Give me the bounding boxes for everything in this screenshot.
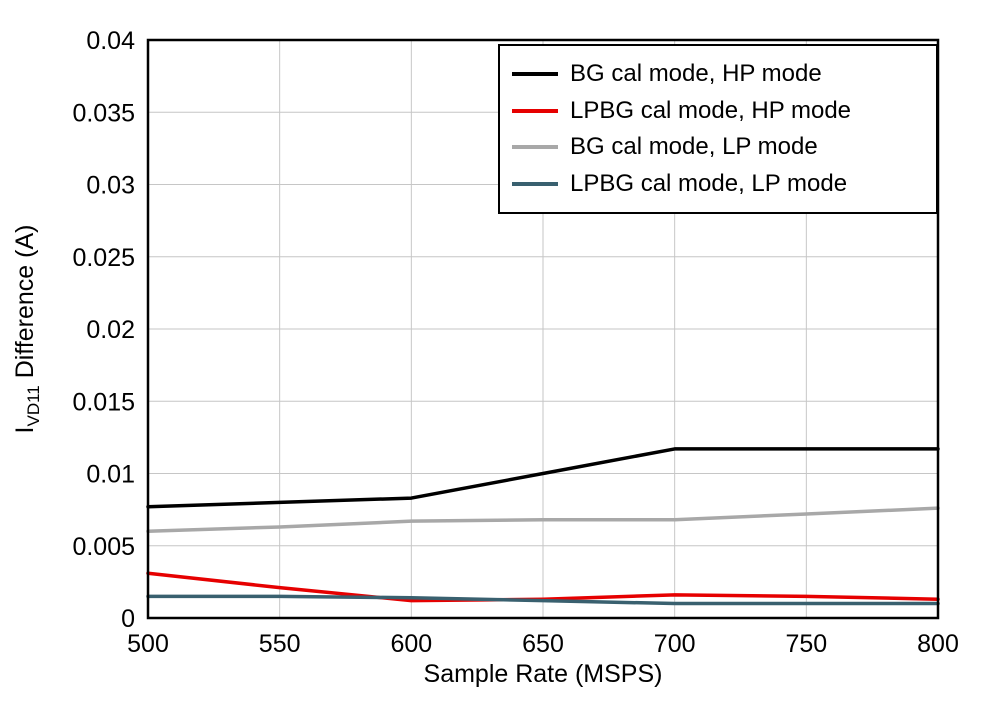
legend-line-sample	[512, 72, 558, 77]
legend-item: BG cal mode, HP mode	[512, 57, 924, 91]
y-tick-label: 0.01	[86, 461, 135, 489]
x-tick-label: 800	[917, 630, 959, 658]
legend-item: LPBG cal mode, LP mode	[512, 167, 924, 201]
x-tick-label: 650	[522, 630, 564, 658]
series-line-bg-cal-hp	[146, 447, 940, 509]
y-axis-title-prefix: I	[11, 426, 39, 434]
y-tick-label: 0.02	[86, 316, 135, 344]
x-tick-label: 750	[785, 630, 827, 658]
legend-line-sample	[512, 145, 558, 150]
series-line-lpbg-cal-lp	[146, 594, 940, 606]
x-axis-title: Sample Rate (MSPS)	[423, 660, 663, 688]
legend: BG cal mode, HP mode LPBG cal mode, HP mo…	[498, 44, 938, 214]
y-axis-title: IVD11 Difference (A)	[11, 40, 45, 618]
y-tick-label: 0.025	[72, 244, 135, 272]
legend-line-sample	[512, 181, 558, 186]
y-tick-label: 0.005	[72, 533, 135, 561]
legend-item: LPBG cal mode, HP mode	[512, 94, 924, 128]
y-tick-label: 0.04	[86, 27, 135, 55]
x-tick-label: 550	[259, 630, 301, 658]
legend-item: BG cal mode, LP mode	[512, 130, 924, 164]
legend-line-sample	[512, 108, 558, 113]
y-tick-label: 0	[121, 605, 135, 633]
y-axis-title-subscript: VD11	[24, 385, 43, 427]
plot-frame	[146, 38, 940, 620]
legend-label: BG cal mode, HP mode	[570, 60, 822, 88]
y-tick-label: 0.015	[72, 388, 135, 416]
y-axis-title-suffix: Difference (A)	[11, 224, 39, 386]
legend-label: LPBG cal mode, LP mode	[570, 169, 848, 197]
x-tick-label: 700	[654, 630, 696, 658]
legend-label: BG cal mode, LP mode	[570, 133, 818, 161]
legend-label: LPBG cal mode, HP mode	[570, 96, 852, 124]
x-tick-label: 500	[127, 630, 169, 658]
y-tick-label: 0.035	[72, 99, 135, 127]
y-tick-label: 0.03	[86, 172, 135, 200]
series-line-bg-cal-lp	[146, 506, 940, 534]
x-tick-label: 600	[390, 630, 432, 658]
